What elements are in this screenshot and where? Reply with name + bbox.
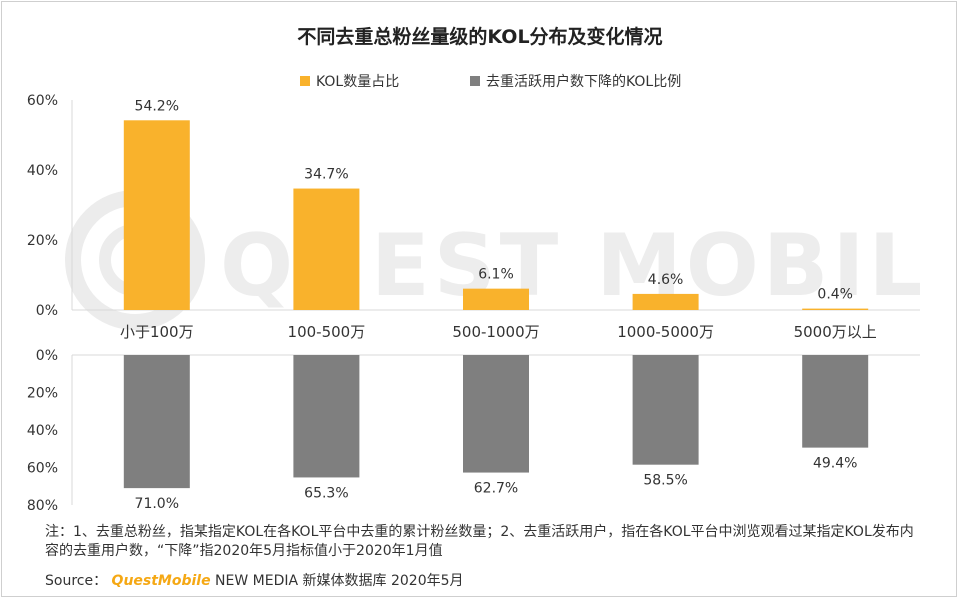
lower-bars: 71.0% 65.3% 62.7% 58.5% 49.4% bbox=[123, 355, 869, 512]
data-label-active-decline: 58.5% bbox=[643, 473, 687, 489]
legend-item-active-decline: 去重活跃用户数下降的KOL比例 bbox=[470, 71, 681, 91]
data-label-active-decline: 62.7% bbox=[474, 481, 518, 497]
lower-tick-label: 0% bbox=[36, 348, 58, 364]
bar-active-decline bbox=[293, 355, 360, 478]
legend-swatch-kol-share bbox=[300, 76, 310, 86]
data-label-kol-share: 6.1% bbox=[478, 267, 514, 283]
lower-tick-label: 40% bbox=[27, 423, 58, 439]
bar-active-decline bbox=[463, 355, 529, 473]
lower-tick-label: 80% bbox=[27, 498, 58, 514]
bar-kol-share bbox=[293, 188, 360, 310]
upper-axis: 0% 20% 40% 60% bbox=[27, 93, 920, 319]
upper-tick-label: 20% bbox=[27, 233, 58, 249]
legend-label-active-decline: 去重活跃用户数下降的KOL比例 bbox=[486, 74, 682, 90]
bar-active-decline bbox=[123, 355, 190, 489]
upper-bars: 54.2% 34.7% 6.1% 4.6% 0.4% bbox=[123, 98, 869, 310]
legend-item-kol-share: KOL数量占比 bbox=[300, 71, 399, 91]
category-label: 1000-5000万 bbox=[617, 323, 714, 341]
bar-kol-share bbox=[123, 120, 190, 310]
bar-kol-share bbox=[632, 293, 699, 310]
data-label-kol-share: 34.7% bbox=[304, 167, 348, 183]
upper-tick-label: 60% bbox=[27, 93, 58, 109]
category-labels: 小于100万 100-500万 500-1000万 1000-5000万 5000万以上 bbox=[120, 323, 877, 341]
lower-tick-label: 60% bbox=[27, 461, 58, 477]
data-label-active-decline: 49.4% bbox=[813, 456, 857, 472]
footnote: 注：1、去重总粉丝，指某指定KOL在各KOL平台中去重的累计粉丝数量；2、去重活… bbox=[45, 524, 914, 559]
legend-label-kol-share: KOL数量占比 bbox=[316, 74, 400, 90]
source-rest: NEW MEDIA 新媒体数据库 2020年5月 bbox=[210, 573, 464, 589]
bar-active-decline bbox=[632, 355, 699, 465]
category-label: 小于100万 bbox=[120, 323, 194, 341]
source-prefix: Source： bbox=[45, 573, 108, 589]
upper-tick-label: 40% bbox=[27, 163, 58, 179]
chart-title: 不同去重总粉丝量级的KOL分布及变化情况 bbox=[297, 26, 663, 48]
source-brand: QuestMobile bbox=[111, 573, 211, 589]
data-label-kol-share: 0.4% bbox=[817, 287, 853, 303]
category-label: 100-500万 bbox=[288, 323, 366, 341]
bar-kol-share bbox=[463, 288, 529, 310]
data-label-active-decline: 71.0% bbox=[135, 496, 179, 512]
upper-tick-label: 0% bbox=[36, 303, 58, 319]
source-line: Source： QuestMobile NEW MEDIA 新媒体数据库 202… bbox=[45, 570, 464, 590]
data-label-kol-share: 54.2% bbox=[135, 98, 179, 114]
data-label-active-decline: 65.3% bbox=[304, 485, 348, 501]
lower-tick-label: 20% bbox=[27, 386, 58, 402]
category-label: 5000万以上 bbox=[794, 323, 877, 341]
data-label-kol-share: 4.6% bbox=[648, 272, 684, 288]
bar-active-decline bbox=[802, 355, 869, 448]
category-label: 500-1000万 bbox=[452, 323, 539, 341]
legend-swatch-active-decline bbox=[470, 76, 480, 86]
bar-kol-share bbox=[802, 308, 869, 310]
